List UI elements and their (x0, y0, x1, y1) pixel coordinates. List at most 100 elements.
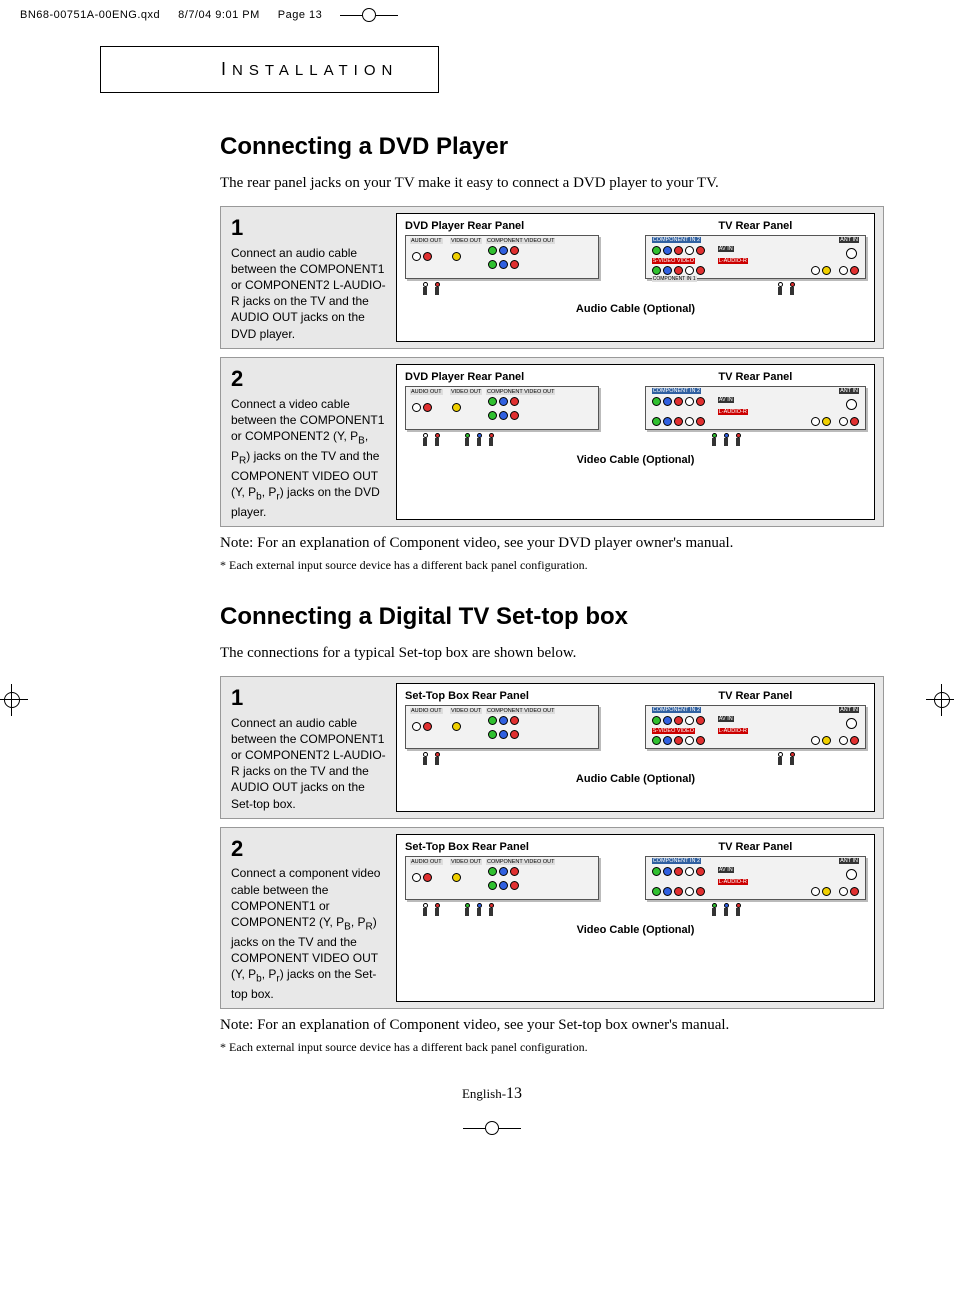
tv-rear-panel-icon: COMPONENT IN 2 ANT IN AV IN L-AUDIO-R (645, 386, 866, 430)
stb-step1: 1 Connect an audio cable between the COM… (220, 676, 884, 819)
label-video-out: VIDEO OUT (450, 859, 482, 865)
step-body: Connect a video cable between the COMPON… (231, 397, 384, 519)
dvd-intro: The rear panel jacks on your TV make it … (100, 175, 884, 192)
cable-caption: Video Cable (Optional) (405, 924, 866, 936)
audio-plug-red-icon (433, 903, 441, 917)
header-datetime: 8/7/04 9:01 PM (178, 9, 260, 21)
dvd-step2-diagram: DVD Player Rear Panel AUDIO OUT VIDEO OU… (396, 364, 875, 520)
label-ant-in: ANT IN (839, 237, 859, 243)
audio-plug-white-icon (776, 752, 784, 766)
label-laudio: L-AUDIO-R (718, 409, 748, 415)
audio-plug-red-icon (788, 752, 796, 766)
video-plug-blue-icon (475, 903, 483, 917)
step-text: 2 Connect a component video cable betwee… (231, 834, 396, 1003)
section-tab: INSTALLATION (100, 46, 439, 93)
header-filename: BN68-00751A-00ENG.qxd (20, 9, 160, 21)
video-plug-red-icon (487, 903, 495, 917)
video-plug-blue-icon (722, 903, 730, 917)
label-comp-video-out: COMPONENT VIDEO OUT (486, 859, 555, 865)
dvd-note: Note: For an explanation of Component vi… (100, 535, 884, 552)
footer-page: 13 (506, 1085, 522, 1102)
audio-plug-red-icon (788, 282, 796, 296)
label-laudio: L-AUDIO-R (718, 728, 748, 734)
stb-step2-diagram: Set-Top Box Rear Panel AUDIO OUT VIDEO O… (396, 834, 875, 1003)
stb-footnote: * Each external input source device has … (100, 1040, 884, 1055)
video-plug-blue-icon (722, 433, 730, 447)
stb-step2: 2 Connect a component video cable betwee… (220, 827, 884, 1010)
video-plug-green-icon (463, 903, 471, 917)
label-comp-video-out: COMPONENT VIDEO OUT (486, 708, 555, 714)
label-svideo: S-VIDEO VIDEO (652, 728, 695, 734)
label-comp-in2: COMPONENT IN 2 (652, 858, 701, 864)
stb-title: Connecting a Digital TV Set-top box (100, 603, 884, 631)
audio-plug-white-icon (776, 282, 784, 296)
crop-mark-bottom-icon (100, 1121, 884, 1135)
step-number: 2 (231, 364, 390, 394)
crop-mark-right-icon (932, 690, 952, 710)
step-text: 1 Connect an audio cable between the COM… (231, 213, 396, 342)
video-plug-blue-icon (475, 433, 483, 447)
audio-plug-white-icon (421, 433, 429, 447)
label-comp-in2: COMPONENT IN 2 (652, 237, 701, 243)
tv-rear-panel-icon: COMPONENT IN 2 ANT IN AV IN L-AUDIO-R (645, 856, 866, 900)
section-tab-text: NSTALLATION (232, 62, 398, 79)
right-panel-label: TV Rear Panel (645, 690, 866, 702)
left-panel-label: DVD Player Rear Panel (405, 371, 599, 383)
dvd-footnote: * Each external input source device has … (100, 558, 884, 573)
tv-rear-panel-icon: COMPONENT IN 2 ANT IN AV IN S-VIDEO VIDE… (645, 235, 866, 279)
stb-rear-panel-icon: AUDIO OUT VIDEO OUT COMPONENT VIDEO OUT (405, 856, 599, 900)
label-av-in: AV IN (718, 867, 734, 873)
label-audio-out: AUDIO OUT (410, 859, 443, 865)
label-laudio: L-AUDIO-R (718, 879, 748, 885)
label-comp-video-out: COMPONENT VIDEO OUT (486, 389, 555, 395)
step-text: 1 Connect an audio cable between the COM… (231, 683, 396, 812)
right-panel-label: TV Rear Panel (645, 841, 866, 853)
dvd-step2: 2 Connect a video cable between the COMP… (220, 357, 884, 527)
crop-mark-left-icon (2, 690, 22, 710)
section-tab-initial: I (221, 59, 232, 79)
tv-rear-panel-icon: COMPONENT IN 2 ANT IN AV IN S-VIDEO VIDE… (645, 705, 866, 749)
label-video-out: VIDEO OUT (450, 389, 482, 395)
dvd-rear-panel-icon: AUDIO OUT VIDEO OUT COMPONENT VIDEO OUT (405, 235, 599, 279)
step-text: 2 Connect a video cable between the COMP… (231, 364, 396, 520)
step-body: Connect an audio cable between the COMPO… (231, 716, 386, 811)
left-panel-label: DVD Player Rear Panel (405, 220, 599, 232)
right-panel-label: TV Rear Panel (645, 371, 866, 383)
label-svideo: S-VIDEO VIDEO (652, 258, 695, 264)
step-number: 1 (231, 213, 390, 243)
cable-caption: Video Cable (Optional) (405, 454, 866, 466)
left-panel-label: Set-Top Box Rear Panel (405, 690, 599, 702)
video-plug-red-icon (734, 903, 742, 917)
label-av-in: AV IN (718, 716, 734, 722)
left-panel-label: Set-Top Box Rear Panel (405, 841, 599, 853)
dvd-step1: 1 Connect an audio cable between the COM… (220, 206, 884, 349)
label-video-out: VIDEO OUT (450, 238, 482, 244)
step-number: 1 (231, 683, 390, 713)
label-video-out: VIDEO OUT (450, 708, 482, 714)
stb-step1-diagram: Set-Top Box Rear Panel AUDIO OUT VIDEO O… (396, 683, 875, 812)
stb-rear-panel-icon: AUDIO OUT VIDEO OUT COMPONENT VIDEO OUT (405, 705, 599, 749)
dvd-rear-panel-icon: AUDIO OUT VIDEO OUT COMPONENT VIDEO OUT (405, 386, 599, 430)
label-audio-out: AUDIO OUT (410, 389, 443, 395)
audio-plug-red-icon (433, 282, 441, 296)
stb-note: Note: For an explanation of Component vi… (100, 1017, 884, 1034)
label-av-in: AV IN (718, 246, 734, 252)
footer-lang: English- (462, 1086, 506, 1101)
label-ant-in: ANT IN (839, 858, 859, 864)
label-comp-in1: COMPONENT IN 1 (652, 276, 697, 282)
label-comp-in2: COMPONENT IN 2 (652, 707, 701, 713)
audio-plug-red-icon (433, 433, 441, 447)
dvd-step1-diagram: DVD Player Rear Panel AUDIO OUT VIDEO OU… (396, 213, 875, 342)
dvd-title: Connecting a DVD Player (100, 133, 884, 161)
label-av-in: AV IN (718, 397, 734, 403)
header-pageref: Page 13 (278, 9, 322, 21)
label-comp-in2: COMPONENT IN 2 (652, 388, 701, 394)
video-plug-green-icon (710, 903, 718, 917)
step-body: Connect an audio cable between the COMPO… (231, 246, 386, 341)
label-audio-out: AUDIO OUT (410, 238, 443, 244)
video-plug-red-icon (734, 433, 742, 447)
audio-plug-red-icon (433, 752, 441, 766)
step-number: 2 (231, 834, 390, 864)
label-ant-in: ANT IN (839, 388, 859, 394)
stb-intro: The connections for a typical Set-top bo… (100, 645, 884, 662)
